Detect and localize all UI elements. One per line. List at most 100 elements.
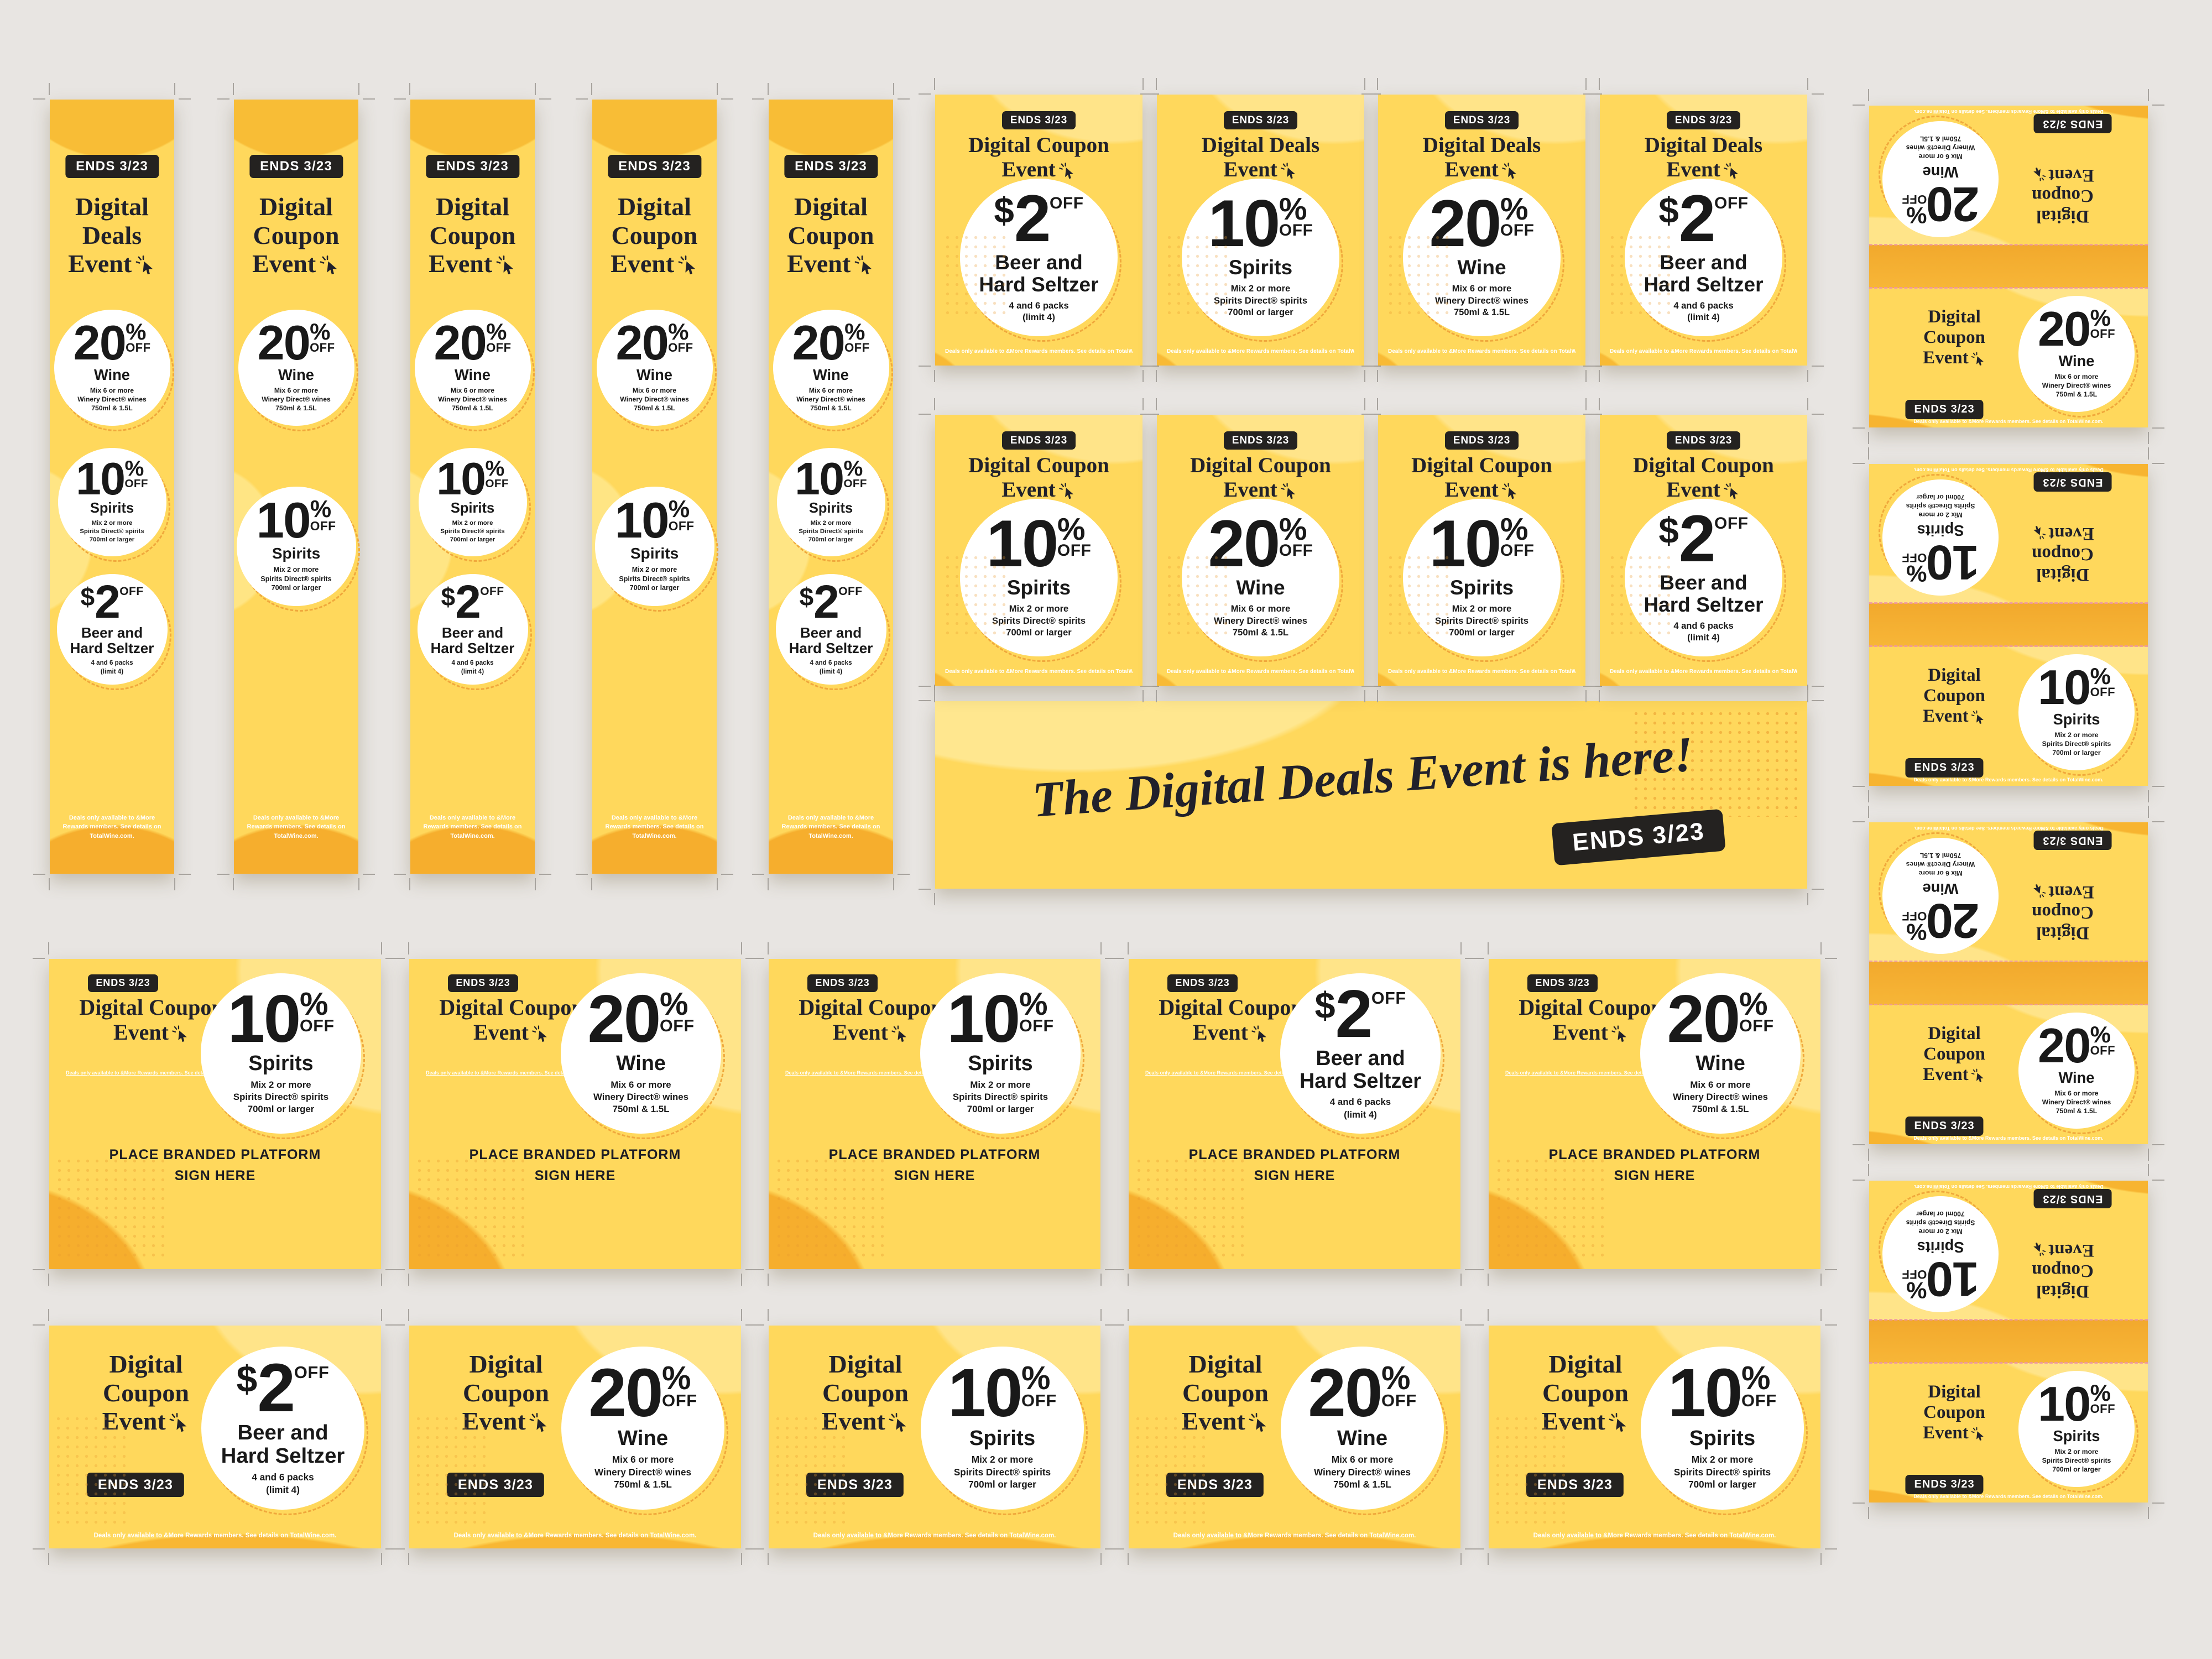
offer-circle-disc (561, 1347, 724, 1510)
crop-mark (768, 1274, 769, 1286)
offer-detail-line: 4 and 6 packs (810, 659, 852, 667)
card-title: Digital Coupon Event (1879, 665, 2030, 727)
crop-mark (934, 893, 935, 905)
offer-circle-disc (1281, 1347, 1444, 1510)
card-title: Digital Coupon Event (769, 192, 893, 278)
offer-content: 20% OFF Wine Mix 6 or more Winery Direct® wi… (1882, 121, 1999, 237)
offer-category: Beer and Hard Seltzer (789, 624, 873, 656)
crop-mark (745, 1324, 758, 1326)
offer-content: 10% OFF Spirits Mix 2 or more Spirits Direct… (58, 448, 166, 556)
offer-detail-line: Winery Direct® wines (438, 395, 507, 404)
offer-amount: 20 (792, 315, 846, 371)
offer-detail-line: (limit 4) (461, 667, 484, 675)
offer-suffix: % OFF (660, 988, 695, 1035)
offer-detail-line: Spirits Direct® spirits (619, 575, 690, 583)
click-cursor-icon (1606, 1411, 1630, 1435)
offer-detail-line: Spirits Direct® spirits (2042, 740, 2111, 748)
click-cursor-icon (1279, 161, 1298, 181)
portrait-card: ENDS 3/23 Digital Deals Event 10% OFF Spirits… (1140, 78, 1381, 382)
offer-detail-line: 750ml & 1.5L (2056, 1107, 2098, 1115)
offer-circle-wine20: 20% OFF Wine Mix 6 or more Winery Direct® wi… (2018, 296, 2138, 418)
offer-detail-line: 700ml or larger (2052, 1465, 2101, 1474)
title-line: Digital (109, 1350, 183, 1378)
crop-mark (408, 1309, 409, 1321)
offer-suffix: % OFF (662, 1361, 697, 1408)
offer-amount: 10 (1668, 1354, 1743, 1431)
offer-content: 10% OFF Spirits Mix 2 or more Spirits Direct… (1403, 499, 1561, 656)
title-text: Event (1666, 157, 1720, 181)
offer-details: Mix 2 or more Spirits Direct® spirits 700m… (80, 519, 144, 544)
offer-content: 20% OFF Wine Mix 6 or more Winery Direct® wi… (1882, 838, 1999, 954)
offer-amount: 20 (2038, 1018, 2091, 1073)
crop-mark (33, 1269, 45, 1270)
offer-value: 10% OFF (987, 510, 1092, 577)
title-line: Event (1987, 165, 2138, 185)
crop-mark (363, 874, 375, 875)
crop-mark (768, 878, 769, 890)
crop-mark (721, 98, 733, 100)
title-text: Event (113, 1019, 169, 1045)
offer-suffix: % OFF (1021, 1361, 1057, 1408)
title-line: Coupon (253, 221, 340, 249)
offer-content: $2 OFF Beer and Hard Seltzer 4 and 6 packs(… (57, 574, 168, 685)
crop-mark (934, 398, 935, 410)
percent-symbol: % (1906, 1277, 1927, 1303)
offer-suffix: % OFF (124, 458, 148, 490)
crop-mark (741, 1274, 742, 1286)
crop-mark (1488, 942, 1489, 954)
offer-detail-line: 700ml or larger (1916, 1209, 1965, 1218)
crop-mark (2148, 447, 2149, 460)
offer-circle-beer2: $2 OFF Beer and Hard Seltzer 4 and 6 packs(… (417, 574, 532, 690)
offer-circle-spirits10: 10% OFF Spirits Mix 2 or more Spirits Direct… (594, 487, 718, 612)
ends-badge: ENDS 3/23 (2033, 1189, 2112, 1208)
crop-mark (2152, 1180, 2164, 1181)
title-line: Digital Deals (1422, 133, 1541, 157)
offer-value: $2 OFF (994, 185, 1084, 252)
place-sign-line: PLACE BRANDED PLATFORM (1188, 1147, 1401, 1162)
offer-value: 20% OFF (1902, 894, 1979, 948)
offer-detail-line: (limit 4) (1687, 312, 1720, 323)
offer-amount: 20 (1667, 981, 1740, 1057)
title-line: Event (60, 1020, 243, 1045)
crop-mark (1465, 1324, 1477, 1326)
landscape-card: Digital Coupon Event ENDS 3/23 20% OFF Wine Mix… (393, 1309, 758, 1565)
title-line: Digital (1928, 1382, 1981, 1402)
title-line: Digital (1928, 665, 1981, 685)
crop-mark (1820, 942, 1822, 954)
off-label: OFF (485, 477, 509, 491)
crop-mark (1377, 78, 1378, 90)
crop-mark (1868, 1164, 1869, 1176)
crop-mark (1868, 1507, 1869, 1519)
fine-print-text: Deals only available to &More Rewards me… (1167, 348, 1354, 354)
crop-mark (898, 98, 910, 100)
ends-badge: ENDS 3/23 (86, 1473, 185, 1497)
offer-content: 10% OFF Spirits Mix 2 or more Spirits Direct… (1882, 479, 1999, 596)
offer-detail-line: Mix 2 or more (452, 520, 493, 527)
crop-mark (1156, 690, 1157, 702)
offer-details: Mix 2 or more Spirits Direct® spirits 700m… (1435, 603, 1528, 639)
click-cursor-icon (1057, 161, 1077, 181)
title-line: Event (592, 249, 717, 278)
landscape-card: Digital Coupon Event ENDS 3/23 10% OFF Spirits… (752, 1309, 1117, 1565)
off-label: OFF (1050, 194, 1084, 212)
title-line: Digital Coupon (799, 995, 943, 1020)
offer-amount: 2 (1678, 502, 1716, 576)
offer-content: $2 OFF Beer and Hard Seltzer 4 and 6 packs(… (960, 179, 1118, 336)
crop-mark (721, 874, 733, 875)
offer-category: Spirits (1917, 522, 1964, 540)
title-line: Event (1511, 1407, 1660, 1436)
offer-category: Wine (617, 1426, 669, 1450)
crop-mark (2148, 89, 2149, 101)
card-title: Digital Deals Event (1157, 133, 1364, 181)
title-text: Event (252, 249, 316, 278)
crop-mark (33, 1548, 45, 1550)
crop-mark (1807, 893, 1808, 905)
title-text: Event (1923, 347, 1969, 368)
fine-print-text: Deals only available to &More Rewards me… (605, 814, 704, 839)
click-cursor-icon (1969, 351, 1986, 368)
offer-details: Mix 6 or more Winery Direct® wines 750ml &… (1214, 603, 1307, 639)
offer-circle-spirits10: 10% OFF Spirits Mix 2 or more Spirits Direct… (1879, 474, 1999, 596)
off-label: OFF (1902, 1267, 1927, 1281)
crop-mark (1807, 78, 1808, 90)
offer-value: 10% OFF (948, 1359, 1057, 1427)
